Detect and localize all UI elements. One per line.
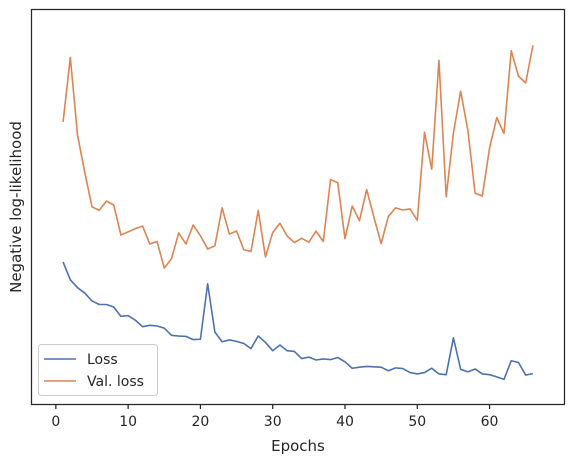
x-tick-label: 60 <box>481 414 499 430</box>
x-tick-label: 10 <box>119 414 137 430</box>
x-tick-label: 40 <box>336 414 354 430</box>
legend-label-val-loss: Val. loss <box>87 374 144 390</box>
x-tick-label: 50 <box>408 414 426 430</box>
x-tick-label: 0 <box>51 414 60 430</box>
y-axis-title: Negative log-likelihood <box>7 121 25 293</box>
x-axis-title: Epochs <box>271 437 325 455</box>
x-tick-label: 30 <box>264 414 282 430</box>
plot-frame <box>30 8 566 406</box>
series-line-val-loss <box>62 45 534 269</box>
x-tick-label: 20 <box>192 414 210 430</box>
legend-box <box>38 344 158 396</box>
series-line-loss <box>62 261 534 381</box>
series-layer <box>62 45 534 381</box>
legend: Loss Val. loss <box>38 344 158 396</box>
legend-label-loss: Loss <box>87 352 118 368</box>
x-axis-ticks: 0 10 20 30 40 50 60 <box>51 404 498 430</box>
